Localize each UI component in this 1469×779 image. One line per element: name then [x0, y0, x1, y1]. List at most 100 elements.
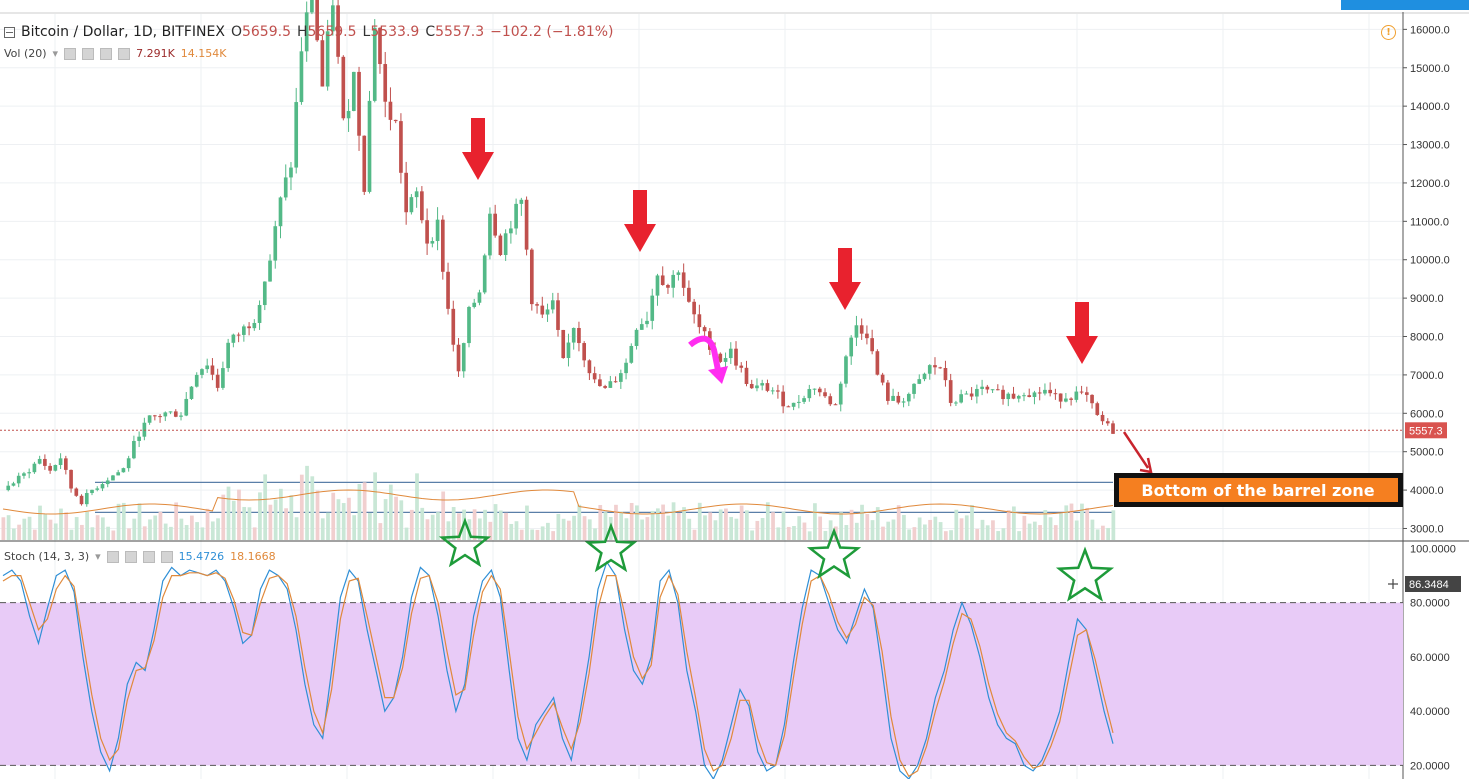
- star-icon: [438, 517, 492, 568]
- close-icon[interactable]: [160, 550, 173, 563]
- candle-body: [650, 295, 655, 321]
- close-icon[interactable]: [118, 47, 131, 60]
- candle-body: [351, 71, 356, 111]
- candle-body: [205, 365, 210, 370]
- volume-bar: [106, 526, 110, 540]
- alert-icon[interactable]: !: [1381, 25, 1396, 40]
- candle-body: [833, 404, 838, 406]
- volume-bar: [378, 523, 383, 540]
- eye-icon[interactable]: [106, 550, 119, 563]
- volume-bar: [619, 511, 624, 540]
- candle-body: [184, 398, 189, 416]
- volume-bar: [917, 517, 922, 540]
- y-tick-label: 8000.0: [1410, 332, 1444, 344]
- volume-bar: [189, 515, 194, 540]
- volume-bar: [1043, 510, 1048, 540]
- toolbar-blue-tab[interactable]: [1341, 0, 1469, 10]
- price-tag-box: [1405, 422, 1447, 439]
- eye-icon[interactable]: [64, 47, 77, 60]
- y-tick-label: 10000.0: [1410, 255, 1450, 267]
- volume-label[interactable]: Vol (20): [4, 47, 47, 60]
- candle-body: [802, 398, 806, 402]
- volume-bar: [1074, 520, 1079, 540]
- candle-body: [545, 309, 550, 315]
- volume-bar: [362, 482, 367, 540]
- down-arrow-icon: [462, 118, 494, 180]
- candle-body: [938, 367, 943, 369]
- candle-body: [797, 401, 801, 403]
- volume-bar: [771, 512, 775, 540]
- candle-body: [1069, 398, 1073, 400]
- volume-bar: [38, 505, 42, 540]
- candle-body: [467, 306, 471, 344]
- volume-bar: [697, 502, 702, 540]
- candle-body: [320, 40, 325, 87]
- volume-bar: [744, 510, 749, 540]
- volume-bar: [268, 504, 273, 540]
- candle-body: [875, 351, 880, 375]
- y-tick-label: 3000.0: [1410, 523, 1444, 535]
- down-arrow-icon: [624, 190, 656, 252]
- candle-body: [702, 327, 707, 332]
- stoch-k-line: [2, 560, 1114, 779]
- candle-body: [1074, 391, 1079, 400]
- candle-body: [817, 388, 822, 393]
- volume-bar: [74, 517, 79, 540]
- candle-body: [142, 422, 147, 437]
- candle-body: [493, 213, 498, 236]
- candle-body: [116, 472, 121, 476]
- candle-body: [294, 102, 299, 168]
- volume-bar: [205, 508, 210, 540]
- candle-body: [948, 380, 953, 403]
- volume-bar: [59, 508, 63, 540]
- volume-bar: [530, 529, 535, 540]
- star-icon: [584, 522, 638, 573]
- candle-body: [63, 458, 68, 470]
- volume-bar: [970, 504, 974, 540]
- volume-bar: [153, 515, 158, 540]
- add-icon[interactable]: [100, 47, 113, 60]
- volume-bar: [341, 503, 346, 540]
- volume-bar: [132, 518, 137, 540]
- candle-body: [399, 121, 403, 173]
- stoch-dropdown-icon[interactable]: ▾: [95, 550, 101, 563]
- volume-bar: [17, 524, 21, 540]
- candle-body: [1111, 423, 1115, 434]
- volume-bar: [48, 519, 53, 540]
- candle-body: [289, 167, 293, 178]
- candle-body: [100, 484, 105, 489]
- volume-bar: [614, 504, 618, 540]
- volume-bar: [828, 520, 833, 540]
- gear-icon[interactable]: [82, 47, 95, 60]
- candle-body: [262, 281, 267, 306]
- volume-bar: [587, 519, 592, 540]
- volume-dropdown-icon[interactable]: ▾: [52, 47, 59, 60]
- volume-value-2: 14.154K: [180, 47, 227, 60]
- gear-icon[interactable]: [124, 550, 137, 563]
- volume-bar: [95, 515, 100, 540]
- candle-body: [11, 483, 16, 486]
- star-icon: [1055, 546, 1115, 602]
- candle-body: [728, 348, 733, 359]
- volume-bar: [854, 522, 859, 540]
- stoch-label[interactable]: Stoch (14, 3, 3): [4, 550, 90, 563]
- candle-body: [173, 411, 178, 417]
- candle-body: [592, 373, 597, 380]
- magenta-arrow-icon: [708, 366, 728, 384]
- candle-body: [1011, 393, 1016, 399]
- candle-body: [865, 333, 869, 339]
- volume-bar: [1059, 513, 1063, 540]
- candle-body: [315, 0, 319, 41]
- add-icon[interactable]: [142, 550, 155, 563]
- collapse-icon[interactable]: [4, 26, 15, 38]
- candle-body: [954, 402, 958, 404]
- volume-bar: [666, 515, 671, 540]
- candle-body: [1058, 393, 1063, 402]
- volume-bar: [708, 512, 713, 540]
- volume-bar: [331, 492, 336, 540]
- volume-bar: [802, 522, 807, 540]
- volume-bar: [792, 525, 796, 540]
- volume-bar: [514, 521, 519, 540]
- candle-body: [969, 393, 974, 397]
